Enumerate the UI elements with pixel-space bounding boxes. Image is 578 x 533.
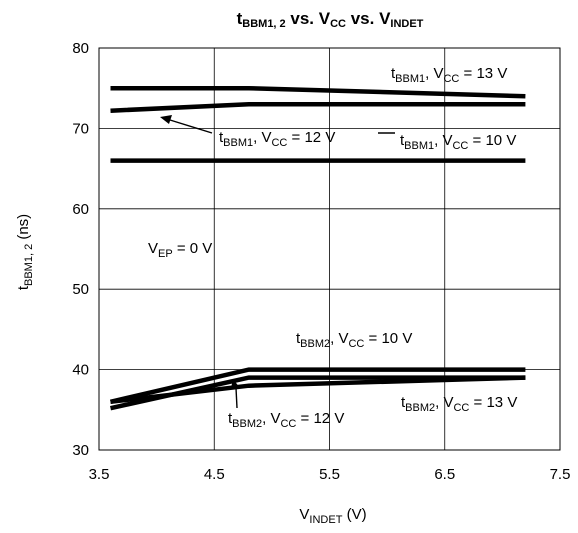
label-bbm1-vcc10: tBBM1, VCC = 10 V — [400, 132, 516, 152]
x-tick-labels: 3.5 4.5 5.5 6.5 7.5 — [89, 466, 571, 483]
x-tick-label: 5.5 — [319, 466, 340, 483]
series-line-4 — [109, 367, 526, 404]
label-bbm2-vcc13: tBBM2, VCC = 13 V — [401, 394, 517, 414]
label-bbm1-vcc12: tBBM1, VCC = 12 V — [219, 129, 335, 149]
y-tick-label: 70 — [72, 120, 89, 137]
y-tick-label: 60 — [72, 201, 89, 218]
x-tick-label: 3.5 — [89, 466, 110, 483]
label-vep: VEP = 0 V — [148, 240, 212, 260]
y-axis-title: tBBM1, 2 (ns) — [15, 214, 35, 290]
arrow-bbm2-vcc12 — [231, 379, 240, 409]
series-line-6 — [110, 375, 526, 405]
chart-title: tBBM1, 2 vs. VCC vs. VINDET — [237, 9, 424, 30]
y-tick-labels: 30 40 50 60 70 80 — [72, 40, 89, 459]
label-bbm2-vcc10: tBBM2, VCC = 10 V — [296, 330, 412, 350]
x-tick-label: 4.5 — [204, 466, 225, 483]
x-tick-label: 7.5 — [550, 466, 571, 483]
series-line-1 — [110, 85, 526, 99]
x-axis-title: VINDET (V) — [299, 506, 366, 526]
y-tick-label: 40 — [72, 362, 89, 379]
label-bbm1-vcc13: tBBM1, VCC = 13 V — [391, 65, 507, 85]
x-tick-label: 6.5 — [434, 466, 455, 483]
y-tick-label: 80 — [72, 40, 89, 57]
series-lines — [109, 85, 526, 411]
arrow-bbm1-vcc12 — [160, 115, 213, 134]
series-line-2 — [110, 102, 526, 113]
y-tick-label: 50 — [72, 281, 89, 298]
label-bbm2-vcc12: tBBM2, VCC = 12 V — [228, 410, 344, 430]
y-tick-label: 30 — [72, 442, 89, 459]
